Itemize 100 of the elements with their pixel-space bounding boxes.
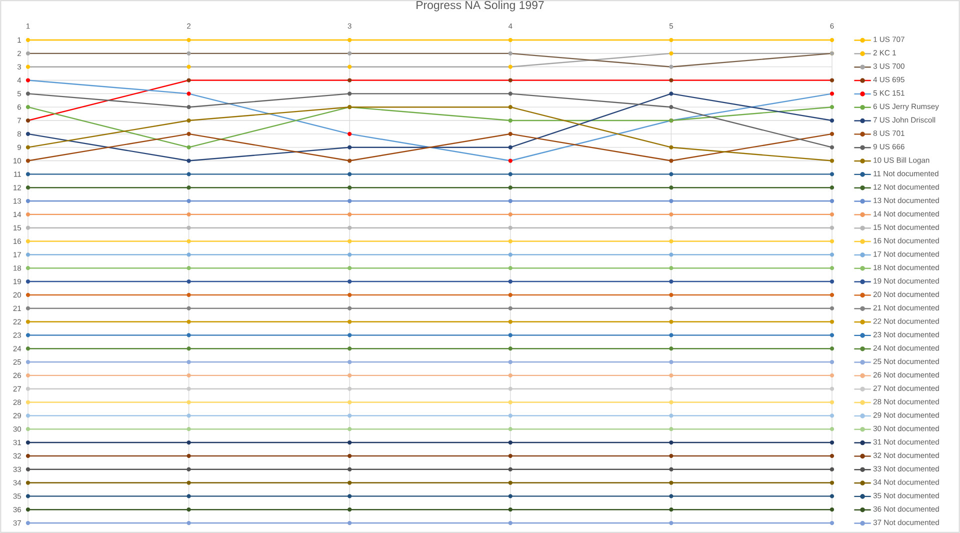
point: [830, 186, 834, 190]
point: [669, 400, 674, 404]
point: [186, 64, 191, 69]
point: [830, 92, 834, 96]
point: [508, 92, 512, 96]
point: [508, 212, 512, 216]
point: [669, 414, 674, 418]
point: [508, 158, 512, 163]
point: [508, 118, 512, 123]
point: [830, 400, 834, 404]
point: [26, 198, 30, 204]
point: [348, 333, 352, 338]
point: [508, 454, 512, 458]
point: [830, 105, 834, 110]
point: [186, 467, 191, 472]
point: [26, 118, 30, 123]
point: [186, 480, 191, 485]
point: [348, 427, 352, 432]
point: [186, 427, 191, 432]
point: [186, 386, 191, 391]
point: [186, 105, 191, 110]
point: [830, 226, 834, 230]
point: [669, 64, 674, 69]
point: [830, 346, 834, 351]
point: [830, 520, 834, 526]
point: [508, 414, 512, 418]
point: [26, 400, 30, 404]
point: [508, 266, 512, 270]
point: [348, 467, 352, 472]
point: [830, 145, 834, 150]
point: [508, 105, 512, 110]
point: [669, 172, 674, 176]
chart-title: Progress NA Soling 1997: [416, 0, 544, 12]
point: [186, 440, 191, 445]
point: [26, 266, 30, 270]
point: [669, 520, 674, 526]
point: [508, 480, 512, 485]
point: [26, 360, 30, 364]
point: [186, 78, 191, 82]
point: [669, 239, 674, 244]
point: [348, 508, 352, 512]
point: [186, 279, 191, 284]
point: [26, 414, 30, 418]
point: [348, 346, 352, 351]
point: [186, 373, 191, 378]
point: [26, 64, 30, 69]
point: [186, 292, 191, 297]
point: [830, 306, 834, 310]
point: [186, 92, 191, 96]
point: [26, 132, 30, 136]
point: [186, 212, 191, 216]
point: [830, 333, 834, 338]
point: [508, 440, 512, 445]
point: [830, 480, 834, 485]
point: [348, 198, 352, 204]
point: [348, 92, 352, 96]
point: [348, 520, 352, 526]
point: [348, 266, 352, 270]
point: [669, 480, 674, 485]
point: [669, 320, 674, 324]
point: [186, 454, 191, 458]
point: [186, 360, 191, 364]
point: [830, 386, 834, 391]
point: [186, 520, 191, 526]
point: [348, 400, 352, 404]
point: [26, 51, 30, 56]
point: [830, 158, 834, 163]
point: [508, 38, 512, 42]
point: [348, 38, 352, 42]
point: [186, 198, 191, 204]
point: [830, 454, 834, 458]
point: [508, 132, 512, 136]
point: [186, 266, 191, 270]
point: [186, 132, 191, 136]
point: [508, 373, 512, 378]
point: [830, 198, 834, 204]
point: [186, 320, 191, 324]
point: [26, 145, 30, 150]
point: [186, 508, 191, 512]
point: [669, 51, 674, 56]
point: [348, 51, 352, 56]
point: [830, 279, 834, 284]
point: [186, 145, 191, 150]
point: [186, 252, 191, 257]
point: [26, 172, 30, 176]
point: [26, 494, 30, 498]
point: [508, 508, 512, 512]
point: [508, 51, 512, 56]
point: [26, 186, 30, 190]
point: [669, 38, 674, 42]
point: [830, 414, 834, 418]
point: [26, 38, 30, 42]
point: [669, 92, 674, 96]
point: [26, 454, 30, 458]
point: [26, 386, 30, 391]
point: [186, 118, 191, 123]
point: [508, 78, 512, 82]
point: [26, 212, 30, 216]
point: [26, 252, 30, 257]
point: [508, 198, 512, 204]
